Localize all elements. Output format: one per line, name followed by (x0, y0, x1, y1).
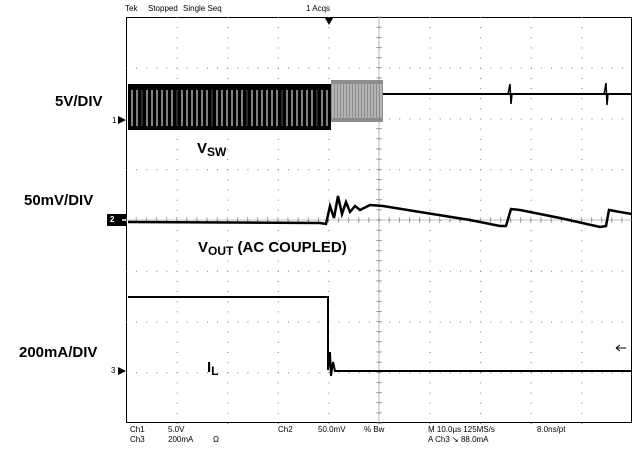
ch3-scale-label: 200mA/DIV (19, 344, 98, 361)
vsw-waveform (128, 80, 632, 130)
trigger-level-icon (615, 344, 626, 352)
brand-label: Tek (125, 4, 138, 13)
ch1-status-label: Ch1 (130, 425, 145, 434)
acquisition-mode: Single Seq (183, 4, 222, 13)
ch2-status-flags: % Bw (364, 425, 385, 434)
il-waveform (128, 296, 632, 377)
vout-signal-label: VOUT (AC COUPLED) (198, 239, 347, 258)
ch2-status-label: Ch2 (278, 425, 293, 434)
vsw-signal-label: VSW (197, 140, 227, 159)
ch2-marker-bg (107, 214, 126, 226)
il-signal-label: IL (207, 359, 219, 378)
ch2-status-scale: 50.0mV (318, 425, 346, 434)
acquisition-count: 1 Acqs (306, 4, 331, 13)
acquisition-state: Stopped (148, 4, 178, 13)
ch1-marker: 1 (112, 116, 117, 125)
ch1-status-scale: 5.0V (168, 425, 185, 434)
ch3-status-unit: Ω (213, 435, 219, 444)
ch3-marker: 3 (111, 366, 116, 375)
trigger-readout: A Ch3 ↘ 88.0mA (428, 435, 489, 444)
ch1-marker-arrow (118, 116, 126, 124)
ch3-status-label: Ch3 (130, 435, 145, 444)
graticule (125, 16, 632, 424)
trigger-position-icon (325, 18, 333, 25)
scope-top-bar: Tek Stopped Single Seq 1 Acqs (0, 4, 632, 18)
vout-waveform (127, 195, 632, 229)
ch2-scale-label: 50mV/DIV (24, 192, 94, 209)
resolution-readout: 8.0ns/pt (537, 425, 566, 434)
ch3-status-scale: 200mA (168, 435, 194, 444)
ch1-scale-label: 5V/DIV (55, 93, 103, 110)
ch3-marker-arrow (118, 367, 126, 375)
ch2-marker: 2 (110, 215, 115, 224)
timebase-readout: M 10.0µs 125MS/s (428, 425, 495, 434)
